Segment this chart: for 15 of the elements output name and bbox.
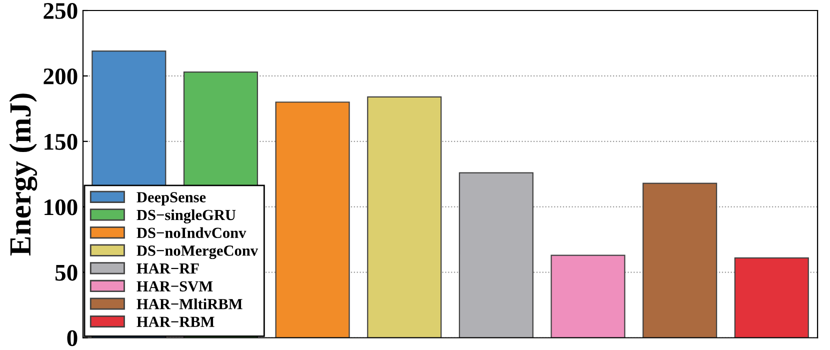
y-tick-label: 250 — [44, 2, 78, 19]
legend-label: HAR−SVM — [136, 281, 213, 292]
y-tick-label: 150 — [44, 134, 78, 150]
legend-label: DS−singleGRU — [136, 209, 236, 224]
legend-label: HAR−RF — [136, 263, 199, 274]
y-tick-label: 0 — [67, 330, 78, 346]
y-tick-label: 50 — [55, 264, 78, 281]
legend-label: DS−noMergeConv — [136, 246, 258, 260]
y-tick-label: 200 — [44, 68, 78, 84]
legend-label: HAR−RBM — [136, 316, 214, 327]
legend-label: DeepSense — [136, 192, 206, 206]
y-tick-label: 100 — [44, 199, 78, 216]
y-axis-title: Energy (mJ) — [9, 94, 38, 256]
legend-label: DS−noIndvConv — [136, 227, 246, 238]
legend-label: HAR−MltiRBM — [136, 298, 242, 310]
